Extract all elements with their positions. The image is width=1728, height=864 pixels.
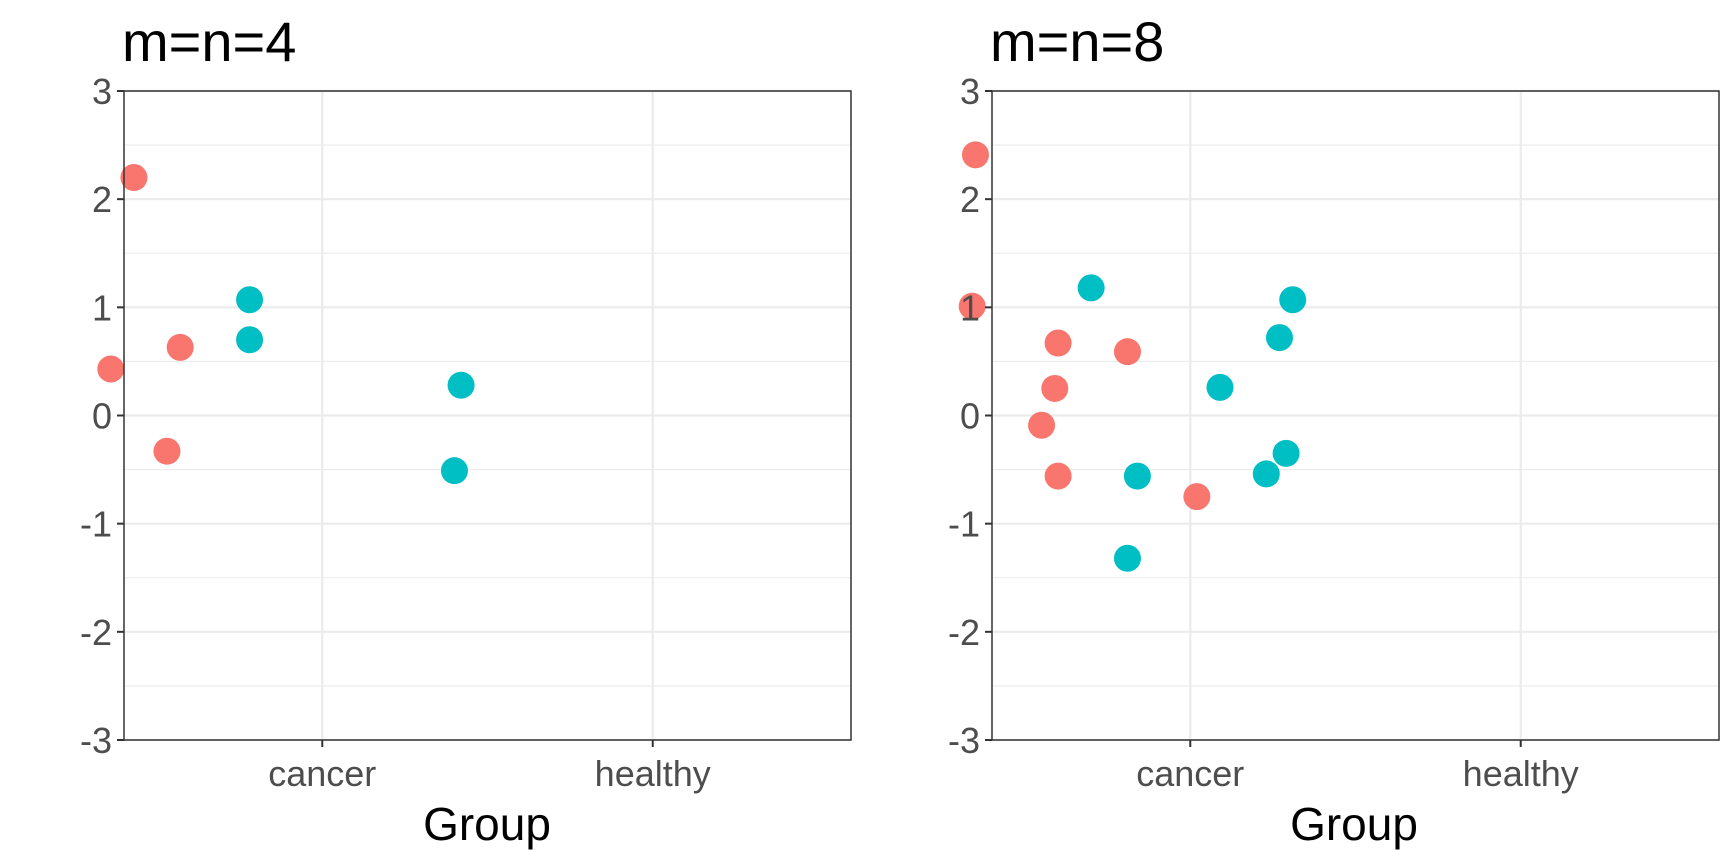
point-healthy-4 <box>1206 373 1234 401</box>
y-tick-label: 1 <box>92 287 112 328</box>
point-cancer-8 <box>1183 483 1211 511</box>
point-cancer-2 <box>97 355 125 383</box>
x-tick-label-cancer: cancer <box>1136 753 1244 794</box>
panel-2: 3 2 1 0 -1 -2 -3 cancer healthy Group m=n=8 <box>948 10 1720 850</box>
y-tick-label: 3 <box>960 71 980 112</box>
y-tick-label: 0 <box>92 396 112 437</box>
point-healthy-5 <box>1265 324 1293 352</box>
point-healthy-2 <box>1123 462 1151 490</box>
panel-title: m=n=4 <box>122 10 296 73</box>
point-cancer-3 <box>166 333 194 361</box>
point-healthy-8 <box>1272 439 1300 467</box>
y-tick-label: -2 <box>80 612 112 653</box>
y-tick-label: 1 <box>960 287 980 328</box>
point-healthy-3 <box>1113 544 1141 572</box>
point-healthy-6 <box>1279 286 1307 314</box>
panel-title: m=n=8 <box>990 10 1164 73</box>
point-cancer-5 <box>1028 411 1056 439</box>
x-tick-label-healthy: healthy <box>595 753 711 794</box>
point-cancer-4 <box>153 437 181 465</box>
point-cancer-4 <box>1041 374 1069 402</box>
point-cancer-1 <box>120 164 148 192</box>
y-tick-label: 0 <box>960 396 980 437</box>
y-tick-label: 2 <box>960 179 980 220</box>
y-tick-label: -3 <box>80 720 112 761</box>
point-healthy-3 <box>447 371 475 399</box>
x-tick-label-healthy: healthy <box>1463 753 1579 794</box>
point-healthy-4 <box>440 457 468 485</box>
point-cancer-1 <box>961 141 989 169</box>
x-axis-title: Group <box>1290 798 1418 850</box>
point-healthy-2 <box>236 326 264 354</box>
point-healthy-7 <box>1252 460 1280 488</box>
point-healthy-1 <box>236 286 264 314</box>
panel-1: 3 2 1 0 -1 -2 -3 cancer healthy Group m=n=4 <box>80 10 852 850</box>
y-tick-label: 3 <box>92 71 112 112</box>
point-healthy-1 <box>1077 274 1105 302</box>
y-tick-label: -1 <box>80 504 112 545</box>
x-tick-label-cancer: cancer <box>268 753 376 794</box>
y-tick-label: -3 <box>948 720 980 761</box>
x-axis-title: Group <box>423 798 551 850</box>
point-cancer-7 <box>1113 338 1141 366</box>
point-cancer-2 <box>958 292 986 320</box>
point-cancer-3 <box>1044 329 1072 357</box>
y-tick-label: -2 <box>948 612 980 653</box>
y-tick-label: -1 <box>948 504 980 545</box>
y-tick-label: 2 <box>92 179 112 220</box>
point-cancer-6 <box>1044 462 1072 490</box>
